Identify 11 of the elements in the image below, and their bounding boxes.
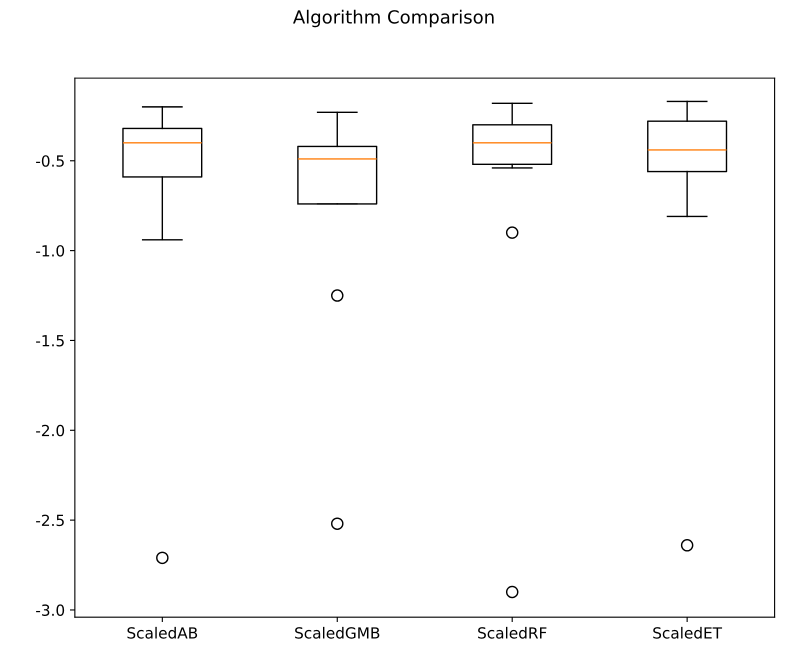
y-tick-label: -3.0 bbox=[36, 604, 64, 616]
chart-title: Algorithm Comparison bbox=[293, 10, 494, 28]
y-tick-label: -0.5 bbox=[36, 155, 64, 167]
y-tick-label: -2.5 bbox=[36, 514, 64, 526]
y-tick-label: -1.5 bbox=[36, 335, 64, 346]
x-tick-label: ScaledET bbox=[653, 626, 722, 639]
y-tick-label: -2.0 bbox=[36, 424, 64, 436]
y-tick-label: -1.0 bbox=[36, 245, 64, 257]
x-tick-label: ScaledRF bbox=[478, 626, 546, 639]
x-tick-label: ScaledAB bbox=[127, 626, 198, 639]
x-tick-label: ScaledGMB bbox=[295, 626, 380, 639]
